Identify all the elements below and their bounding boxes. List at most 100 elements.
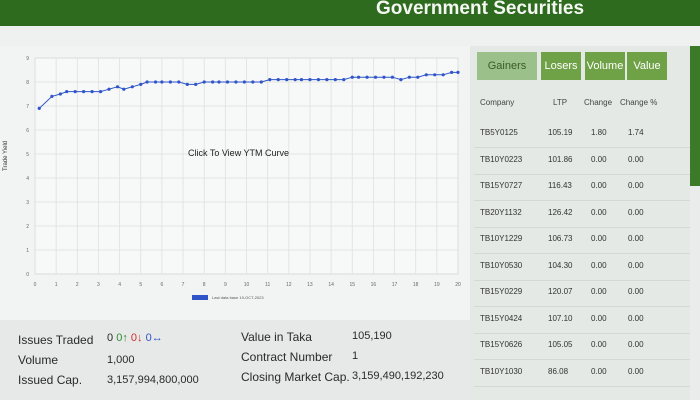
y-tick-label: 8 [26, 80, 29, 86]
column-header-change: Change [584, 98, 613, 107]
data-point [50, 94, 54, 98]
company-cell: TB15Y0229 [480, 287, 523, 296]
table-row[interactable]: TB5Y0125 105.19 1.80 1.74 [470, 122, 690, 148]
data-point [416, 75, 420, 79]
x-tick-label: 13 [307, 282, 313, 288]
y-tick-label: 3 [26, 200, 29, 206]
data-point [450, 70, 454, 74]
market-stats: Issues Traded 0 0↑ 0↓ 0↔ Volume 1,000 Is… [0, 320, 470, 400]
issues-up-count: 0↑ [116, 332, 128, 344]
table-row[interactable]: TB15Y0229 120.07 0.00 0.00 [470, 281, 690, 307]
ltp-cell: 116.43 [548, 181, 572, 190]
contract-number-label: Contract Number [241, 350, 333, 364]
ltp-cell: 120.07 [548, 287, 573, 296]
issues-traded-value: 0 0↑ 0↓ 0↔ [107, 332, 163, 344]
y-tick-label: 6 [26, 128, 29, 134]
table-row[interactable]: TB15Y0626 105.05 0.00 0.00 [470, 334, 690, 360]
data-point [308, 78, 312, 82]
change-pct-cell: 1.74 [628, 128, 644, 137]
issues-neutral-count: 0↔ [145, 332, 163, 344]
row-divider [474, 359, 690, 360]
data-point [251, 80, 255, 84]
issued-cap-label: Issued Cap. [18, 373, 83, 387]
data-point [276, 78, 280, 82]
data-point [285, 78, 289, 82]
table-row[interactable]: TB15Y0424 107.10 0.00 0.00 [470, 308, 690, 334]
row-divider [474, 306, 690, 307]
tab-value[interactable]: Value [627, 52, 667, 80]
y-tick-label: 2 [26, 224, 29, 230]
y-tick-label: 1 [26, 248, 29, 254]
company-cell: TB10Y0223 [480, 154, 523, 164]
yield-chart-panel[interactable]: 0 1 2 3 4 5 6 7 8 9 10 11 12 13 14 15 16 17 18 19 20 0 1 2 3 4 5 6 7… [0, 46, 470, 320]
contract-number-value: 1 [352, 350, 359, 362]
data-point [177, 80, 181, 84]
data-point [130, 85, 134, 89]
change-pct-cell: 0.00 [628, 366, 644, 376]
change-cell: 0.00 [591, 154, 607, 164]
value-taka-label: Value in Taka [241, 330, 312, 344]
data-point [58, 92, 62, 96]
table-row[interactable]: TB10Y1229 106.73 0.00 0.00 [470, 228, 690, 254]
closing-cap-value: 3,159,490,192,230 [352, 370, 444, 382]
change-cell: 0.00 [591, 207, 607, 217]
x-tick-label: 6 [161, 282, 164, 288]
movers-table-panel: Gainers Losers Volume Value Company LTP … [470, 46, 690, 400]
ltp-cell: 106.73 [548, 234, 573, 243]
x-tick-label: 5 [139, 282, 142, 288]
side-strip [690, 46, 700, 186]
view-ytm-curve-link[interactable]: Click To View YTM Curve [188, 148, 290, 158]
ltp-cell: 126.42 [548, 207, 573, 217]
x-tick-label: 9 [224, 282, 227, 288]
data-point [160, 80, 164, 84]
row-divider [474, 332, 690, 334]
x-tick-label: 1 [55, 282, 58, 288]
data-point [217, 80, 221, 84]
change-pct-cell: 0.00 [628, 287, 644, 296]
data-point [90, 90, 94, 94]
table-row[interactable]: TB20Y1132 126.42 0.00 0.00 [470, 202, 690, 228]
data-point [65, 90, 69, 94]
data-point [98, 90, 103, 94]
data-point [293, 78, 297, 82]
y-tick-label: 4 [26, 176, 29, 182]
x-tick-label: 16 [371, 282, 377, 288]
data-point [390, 75, 395, 79]
change-pct-cell: 0.00 [628, 154, 644, 164]
y-tick-label: 7 [26, 104, 29, 110]
company-cell: TB20Y1132 [480, 207, 522, 217]
data-point [202, 80, 206, 84]
tab-losers[interactable]: Losers [541, 52, 581, 80]
table-row[interactable]: TB15Y0727 116.43 0.00 0.00 [470, 175, 690, 201]
yield-chart[interactable]: 0 1 2 3 4 5 6 7 8 9 10 11 12 13 14 15 16 17 18 19 2001234567… [0, 46, 470, 320]
data-point [441, 73, 445, 77]
change-cell: 0.00 [591, 313, 607, 323]
table-row[interactable]: TB10Y1030 86.08 0.00 0.00 [470, 361, 690, 387]
data-point [82, 90, 86, 94]
change-pct-cell: 0.00 [628, 234, 644, 243]
table-row[interactable]: TB10Y0530 104.30 0.00 0.00 [470, 255, 690, 281]
data-point [211, 80, 215, 84]
data-point [399, 78, 403, 82]
data-point [115, 85, 120, 89]
data-point [242, 80, 246, 84]
tab-gainers[interactable]: Gainers [477, 52, 537, 80]
company-cell: TB10Y0530 [480, 260, 523, 270]
x-tick-label: 18 [413, 282, 419, 288]
x-tick-label: 10 [244, 282, 250, 288]
issues-traded-label: Issues Traded [18, 333, 94, 347]
legend-label: Last data base 19-OCT-2023 [212, 295, 264, 300]
x-tick-label: 8 [203, 282, 206, 288]
x-tick-label: 15 [349, 282, 355, 288]
ltp-cell: 105.19 [548, 128, 573, 137]
company-cell: TB15Y0424 [480, 313, 523, 323]
row-divider [474, 253, 690, 254]
data-point [433, 73, 437, 77]
data-point [333, 78, 337, 82]
data-point [139, 82, 143, 86]
table-row[interactable]: TB10Y0223 101.86 0.00 0.00 [470, 149, 690, 175]
tab-volume[interactable]: Volume [585, 52, 625, 80]
change-cell: 0.00 [591, 234, 607, 243]
column-header-company: Company [480, 98, 515, 107]
data-point [365, 75, 369, 79]
